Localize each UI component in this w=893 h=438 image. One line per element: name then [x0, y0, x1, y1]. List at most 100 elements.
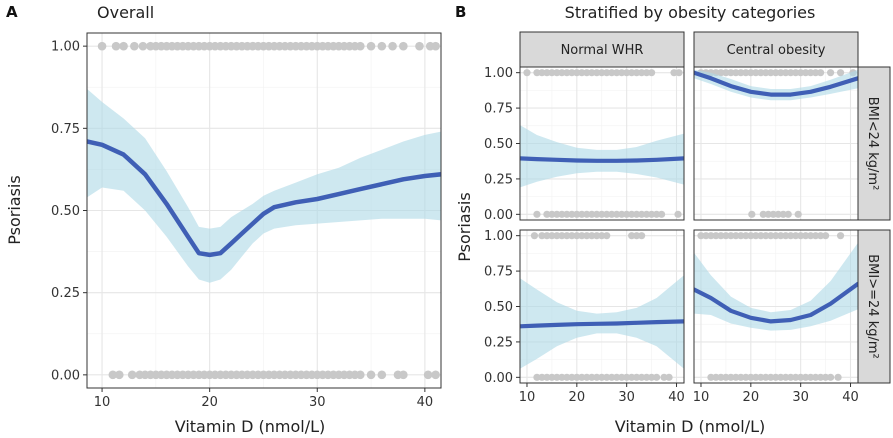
overall-x-tick-label: 20	[201, 395, 218, 410]
overall-y-tick-label: 0.00	[51, 368, 80, 383]
facet-r0-c0-data-point	[633, 210, 641, 218]
facet-r1-c0-data-point	[603, 232, 611, 240]
facet-r0-c0-data-point	[623, 69, 631, 77]
facet-r1-c0-x-tick-label: 10	[519, 390, 536, 405]
facet-r0-c0-y-tick-label: 0.75	[484, 102, 513, 117]
facet-r0-c0-data-point	[553, 210, 561, 218]
facet-r0-c1-data-point	[732, 69, 740, 77]
facet-r0-c0-data-point	[593, 210, 601, 218]
facet-r0-c0-data-point	[628, 69, 636, 77]
facet-r1-c0-data-point	[608, 373, 616, 381]
facet-r0-c1-data-point	[722, 69, 730, 77]
facet-r0-c0-data-point	[583, 69, 591, 77]
facet-r0-c0-data-point	[588, 210, 596, 218]
facet-r0-c0-panel: 0.00 0.25 0.50 0.75 1.00	[484, 66, 685, 223]
facet-r1-c0-data-point	[533, 373, 541, 381]
facet-r1-c1-x-tick-label: 30	[792, 390, 809, 405]
overall-panel: 10 20 30 40 0.00 0.25 0.50 0.75 1.00	[51, 32, 442, 410]
facet-r0-c0-data-point	[598, 210, 606, 218]
overall-x-tick-label: 30	[309, 395, 326, 410]
facet-r0-c1-data-point	[757, 69, 765, 77]
facet-r0-c1-data-point	[782, 69, 790, 77]
facet-r0-c0-data-point	[613, 69, 621, 77]
facet-r0-c1-data-point	[797, 69, 805, 77]
facet-r1-c1-data-point	[757, 232, 765, 240]
facet-r1-c1-data-point	[812, 373, 820, 381]
facet-r0-c1-data-point	[774, 210, 782, 218]
facet-r1-c1-data-point	[717, 373, 725, 381]
facet-r1-c0-data-point	[568, 232, 576, 240]
facet-r1-c1-data-point	[772, 373, 780, 381]
facet-r1-c1-data-point	[797, 232, 805, 240]
facet-r1-c1-data-point	[787, 373, 795, 381]
facet-r1-c1-data-point	[697, 232, 705, 240]
facet-r0-c0-data-point	[638, 69, 646, 77]
facet-r0-c1-data-point	[759, 210, 767, 218]
facet-r1-c1-data-point	[722, 373, 730, 381]
facet-r0-c0-data-point	[543, 69, 551, 77]
facet-r0-c0-data-point	[578, 69, 586, 77]
facet-r0-c0-y-tick-label: 1.00	[484, 66, 513, 81]
facet-r0-c0-y-tick-label: 0.50	[484, 137, 513, 152]
overall-y-tick-label: 0.25	[51, 286, 80, 301]
overall-points	[97, 41, 440, 380]
facet-r1-c0-data-point	[647, 373, 656, 381]
facet-r1-c0-data-point	[573, 232, 581, 240]
facet-r0-c1-data-point	[747, 69, 755, 77]
facet-r1-c0-y-tick-label: 0.00	[484, 371, 513, 386]
facet-r1-c1-data-point	[722, 232, 730, 240]
facet-r1-c0-data-point	[665, 373, 673, 381]
facet-r1-c0-y-tick-label: 1.00	[484, 229, 513, 244]
strip-row-label-0: BMI<24 kg/m²	[865, 97, 880, 191]
facet-r1-c1-data-point	[707, 373, 715, 381]
facet-r0-c1-data-point	[767, 69, 775, 77]
facet-r1-c1-data-point	[762, 232, 770, 240]
facet-r0-c0-data-point	[568, 210, 576, 218]
facet-r1-c0-data-point	[583, 232, 591, 240]
facet-r0-c1-panel	[693, 66, 859, 221]
facet-r1-c1-confidence-band	[694, 242, 858, 331]
facet-r1-c0-fit-line	[520, 319, 684, 329]
facet-r1-c1-data-point	[797, 373, 805, 381]
facet-r0-c0-data-point	[603, 69, 611, 77]
facet-r1-c0-data-point	[573, 373, 581, 381]
facet-r1-c1-fit	[694, 242, 858, 331]
strip-col-label-1: Central obesity	[727, 43, 826, 58]
panel-b-plot: 0.00 0.25 0.50 0.75 1.00 10 20 30 40 0.00 0.25 0.50…	[484, 31, 891, 405]
facet-r0-c0-data-point	[563, 69, 571, 77]
facet-r0-c0-data-point	[533, 210, 541, 218]
facet-r0-c0-data-point	[553, 69, 561, 77]
facet-r1-c0-data-point	[628, 373, 636, 381]
facet-r0-c1-data-point	[772, 69, 780, 77]
overall-data-point	[415, 41, 424, 51]
facet-r1-c1-data-point	[727, 232, 735, 240]
facet-r1-c1-data-point	[782, 232, 790, 240]
facet-r1-c0-points	[530, 232, 673, 381]
facet-r0-c1-data-point	[836, 69, 845, 77]
facet-r0-c0-data-point	[603, 210, 611, 218]
strip-row-0	[857, 66, 891, 221]
facet-r0-c0-data-point	[543, 210, 551, 218]
overall-data-point	[399, 41, 408, 51]
overall-data-point	[127, 370, 137, 380]
facet-r1-c0-data-point	[628, 232, 636, 240]
facet-r1-c1-data-point	[767, 373, 775, 381]
facet-r1-c0-data-point	[613, 373, 621, 381]
facet-r1-c0-y-tick-label: 0.25	[484, 335, 513, 350]
facet-r1-c0-data-point	[652, 373, 661, 381]
strip-col-1	[693, 31, 859, 68]
facet-r1-c0-data-point	[638, 373, 646, 381]
facet-r1-c1-data-point	[737, 373, 745, 381]
facet-r1-c1-data-point	[792, 373, 800, 381]
facet-r1-c1-data-point	[747, 232, 755, 240]
facet-r1-c0-x-tick-label: 40	[668, 390, 685, 405]
facet-r1-c1-data-point	[737, 232, 745, 240]
facet-r1-c1-data-point	[834, 373, 842, 381]
facet-r0-c1-data-point	[794, 210, 802, 218]
overall-data-point	[366, 41, 376, 51]
facet-r1-c1-x-tick-label: 40	[842, 390, 859, 405]
overall-x-tick-label: 40	[417, 395, 434, 410]
facet-r1-c1-data-point	[742, 232, 750, 240]
facet-r1-c0-data-point	[633, 373, 641, 381]
facet-r1-c1-points	[697, 232, 845, 381]
